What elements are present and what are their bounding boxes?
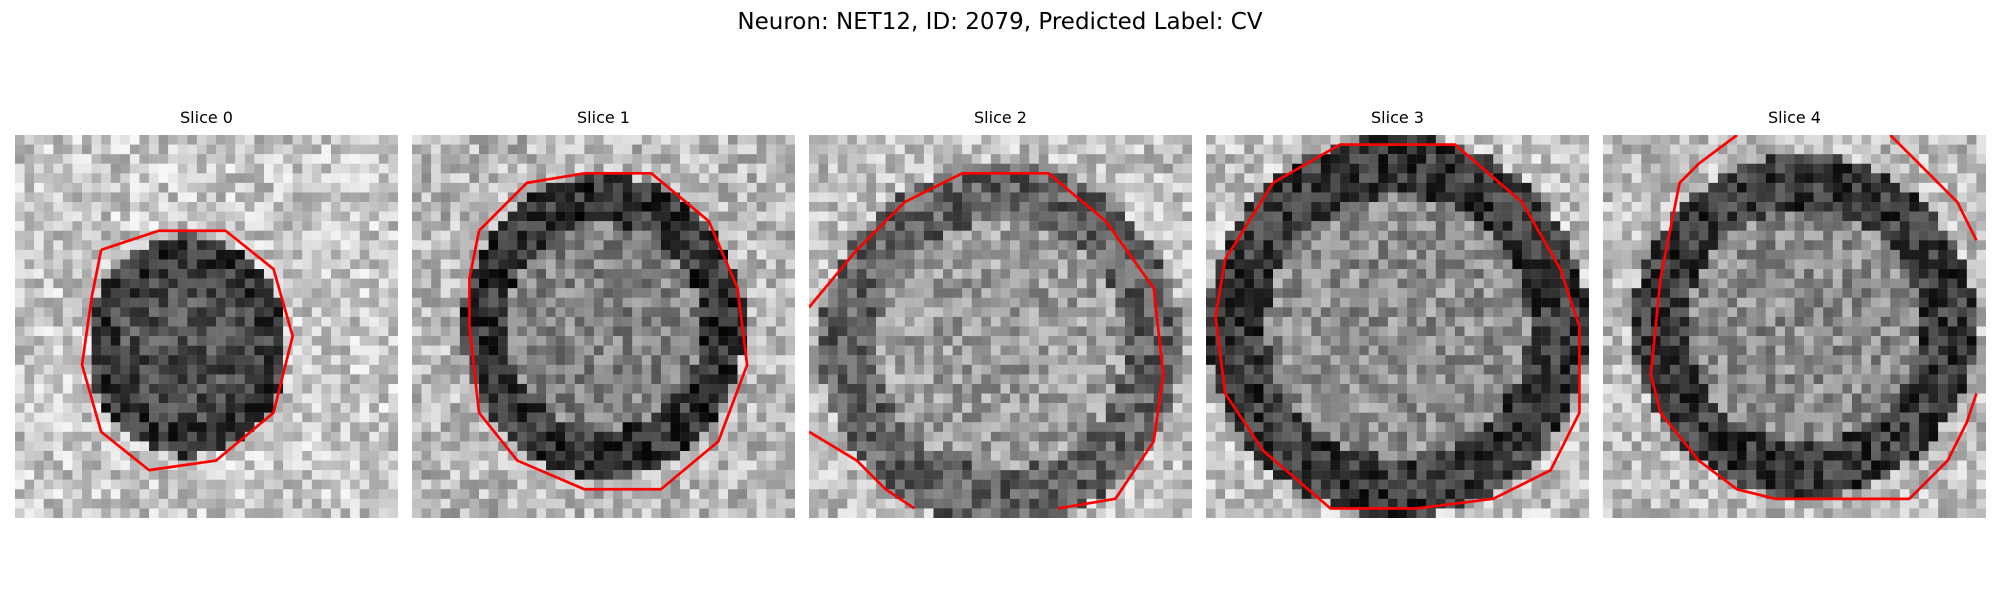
segmentation-contour-3 <box>1214 143 1581 510</box>
slice-image-0 <box>15 135 398 518</box>
segmentation-contour-0 <box>80 229 295 472</box>
slice-title-1: Slice 1 <box>577 108 630 127</box>
slice-title-2: Slice 2 <box>974 108 1027 127</box>
slice-title-3: Slice 3 <box>1371 108 1424 127</box>
slice-panel-2: Slice 2 <box>809 108 1192 518</box>
slice-image-3 <box>1206 135 1589 518</box>
segmentation-contour-2b <box>809 430 916 510</box>
slice-panel-1: Slice 1 <box>412 108 795 518</box>
slice-panel-4: Slice 4 <box>1603 108 1986 518</box>
slice-image-2 <box>809 135 1192 518</box>
slice-image-4 <box>1603 135 1986 518</box>
slice-panel-0: Slice 0 <box>15 108 398 518</box>
pixel-grid-0 <box>15 135 398 518</box>
segmentation-contour-2a <box>809 171 1165 510</box>
pixel-grid-2 <box>809 135 1192 518</box>
slice-title-4: Slice 4 <box>1768 108 1821 127</box>
slice-panel-3: Slice 3 <box>1206 108 1589 518</box>
segmentation-contour-4a <box>1649 135 1978 501</box>
slice-title-0: Slice 0 <box>180 108 233 127</box>
slice-image-1 <box>412 135 795 518</box>
pixel-grid-3 <box>1206 135 1589 518</box>
segmentation-contour-4b <box>1889 135 1978 241</box>
segmentation-contour-1 <box>468 171 749 491</box>
pixel-grid-4 <box>1603 135 1986 518</box>
figure-title: Neuron: NET12, ID: 2079, Predicted Label… <box>737 9 1263 35</box>
